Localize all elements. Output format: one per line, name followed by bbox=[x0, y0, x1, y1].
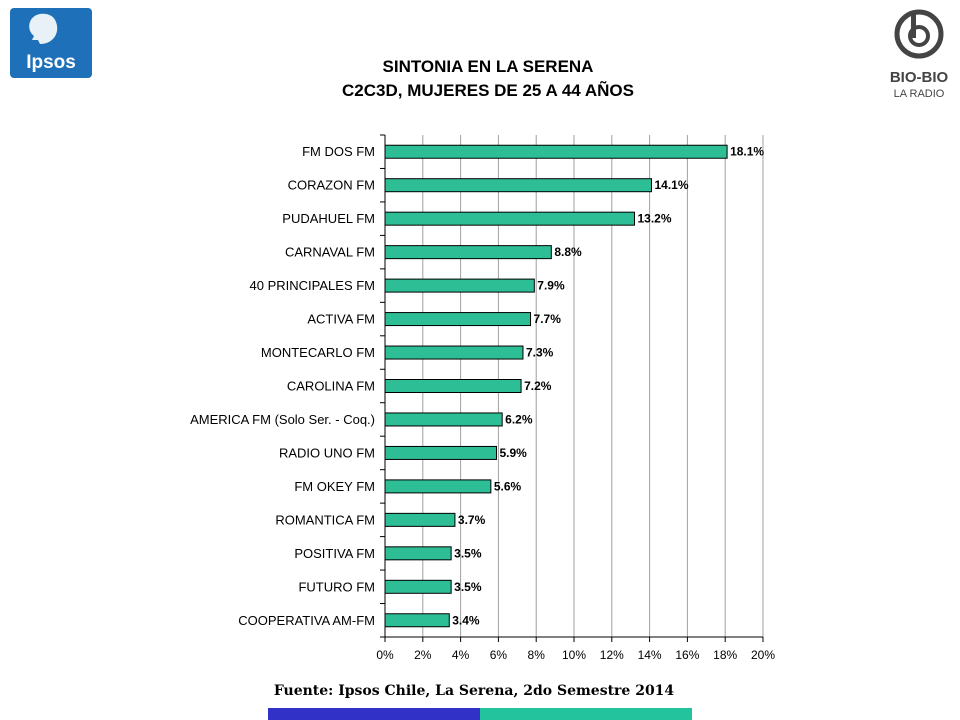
value-label: 7.9% bbox=[537, 279, 565, 293]
x-tick-label: 2% bbox=[414, 648, 432, 662]
category-label: COOPERATIVA AM-FM bbox=[238, 613, 375, 628]
category-label: 40 PRINCIPALES FM bbox=[250, 278, 375, 293]
bar bbox=[384, 479, 492, 494]
category-label: ACTIVA FM bbox=[307, 312, 375, 327]
ipsos-logo: Ipsos bbox=[10, 8, 92, 78]
bar bbox=[384, 345, 524, 360]
x-tick-label: 0% bbox=[376, 648, 394, 662]
footer-bar-teal bbox=[480, 708, 692, 720]
category-label: PUDAHUEL FM bbox=[282, 211, 375, 226]
category-label: POSITIVA FM bbox=[294, 546, 375, 561]
category-label: FM OKEY FM bbox=[294, 479, 375, 494]
value-label: 13.2% bbox=[637, 212, 671, 226]
bar bbox=[384, 211, 635, 226]
chart-title-line1: SINTONIA EN LA SERENA bbox=[382, 57, 594, 76]
bars bbox=[384, 144, 728, 628]
value-label: 7.2% bbox=[524, 379, 552, 393]
category-label: RADIO UNO FM bbox=[279, 445, 375, 460]
biobio-logo-line2: LA RADIO bbox=[894, 88, 945, 100]
value-label: 18.1% bbox=[730, 145, 764, 159]
source-note: Fuente: Ipsos Chile, La Serena, 2do Seme… bbox=[273, 683, 675, 699]
labels: 0% 2% 4% 6% 8% 10% 12% 14% 16% 18% 20% FM DOS FM 18.… bbox=[190, 144, 775, 662]
x-tick-label: 20% bbox=[751, 648, 775, 662]
biobio-logo-line1: BIO-BIO bbox=[890, 69, 949, 86]
value-label: 6.2% bbox=[505, 412, 533, 426]
x-tick-label: 18% bbox=[713, 648, 737, 662]
bar bbox=[384, 245, 552, 260]
x-tick-label: 6% bbox=[490, 648, 508, 662]
category-label: FUTURO FM bbox=[298, 579, 375, 594]
category-label: FM DOS FM bbox=[302, 144, 375, 159]
x-tick-label: 10% bbox=[562, 648, 586, 662]
bar bbox=[384, 144, 728, 159]
value-label: 8.8% bbox=[554, 245, 582, 259]
value-label: 7.3% bbox=[526, 346, 554, 360]
bar bbox=[384, 613, 450, 628]
grid-lines bbox=[422, 135, 764, 637]
category-label: CORAZON FM bbox=[288, 178, 375, 193]
bar bbox=[384, 278, 535, 293]
value-label: 3.4% bbox=[452, 613, 480, 627]
value-label: 7.7% bbox=[534, 312, 562, 326]
x-tick-label: 8% bbox=[528, 648, 546, 662]
value-label: 5.9% bbox=[500, 446, 528, 460]
x-tick-label: 4% bbox=[452, 648, 470, 662]
value-label: 3.7% bbox=[458, 513, 486, 527]
value-label: 3.5% bbox=[454, 580, 482, 594]
bar bbox=[384, 546, 452, 561]
bar bbox=[384, 579, 452, 594]
bar bbox=[384, 379, 522, 393]
bar bbox=[384, 178, 652, 193]
x-tick-label: 12% bbox=[600, 648, 624, 662]
axes bbox=[380, 134, 764, 642]
value-label: 14.1% bbox=[654, 178, 688, 192]
footer-bar-blue bbox=[268, 708, 480, 720]
category-label: AMERICA FM (Solo Ser. - Coq.) bbox=[190, 412, 375, 427]
biobio-logo: BIO-BIO LA RADIO bbox=[890, 9, 949, 100]
bar bbox=[384, 512, 456, 527]
bar bbox=[384, 312, 532, 327]
bar bbox=[384, 445, 498, 460]
value-label: 5.6% bbox=[494, 479, 522, 493]
chart-title-line2: C2C3D, MUJERES DE 25 A 44 AÑOS bbox=[342, 81, 634, 100]
ipsos-logo-text: Ipsos bbox=[26, 52, 76, 73]
value-label: 3.5% bbox=[454, 546, 482, 560]
x-tick-label: 14% bbox=[638, 648, 662, 662]
x-tick-label: 16% bbox=[675, 648, 699, 662]
category-label: MONTECARLO FM bbox=[261, 345, 375, 360]
bar bbox=[384, 412, 503, 427]
category-label: CARNAVAL FM bbox=[285, 245, 375, 260]
category-label: ROMANTICA FM bbox=[275, 512, 375, 527]
category-label: CAROLINA FM bbox=[287, 379, 375, 394]
